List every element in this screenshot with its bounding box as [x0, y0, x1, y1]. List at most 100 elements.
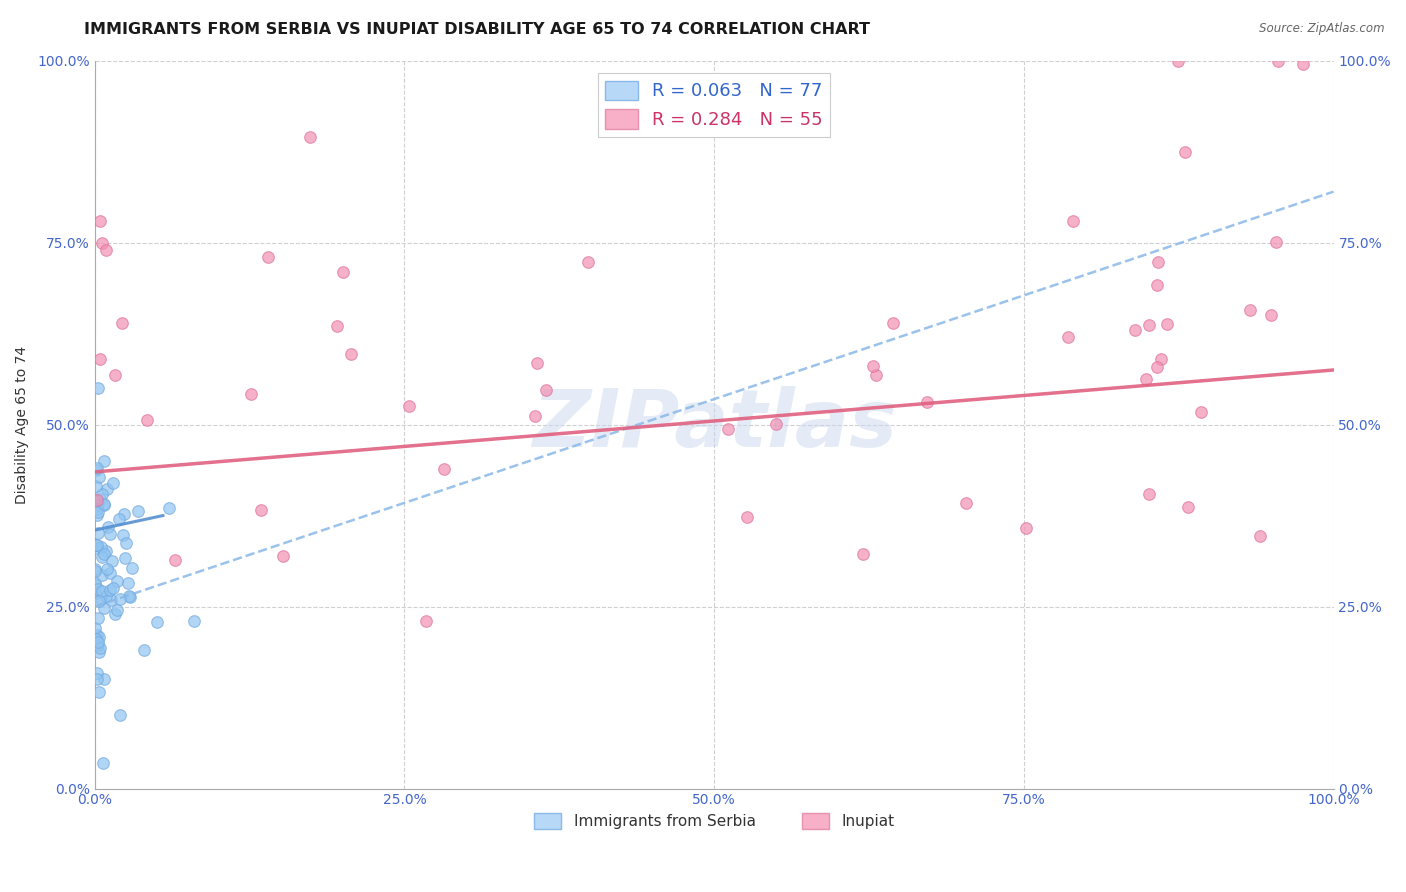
Point — [105, 603, 128, 617]
Point — [87, 611, 110, 625]
Point — [87, 639, 110, 653]
Point — [114, 536, 136, 550]
Point — [1260, 308, 1282, 322]
Text: Source: ZipAtlas.com: Source: ZipAtlas.com — [1260, 22, 1385, 36]
Point — [89, 630, 111, 644]
Point — [765, 417, 787, 432]
Point — [96, 562, 118, 576]
Point — [89, 352, 111, 367]
Point — [89, 491, 111, 506]
Point — [157, 501, 180, 516]
Text: ZIPatlas: ZIPatlas — [531, 385, 897, 464]
Point — [121, 561, 143, 575]
Point — [91, 235, 114, 250]
Point — [1056, 330, 1078, 344]
Point — [98, 566, 121, 581]
Point — [576, 255, 599, 269]
Point — [87, 470, 110, 484]
Point — [249, 503, 271, 517]
Point — [84, 463, 107, 477]
Point — [98, 527, 121, 541]
Point — [98, 583, 121, 598]
Point — [523, 409, 546, 423]
Point — [101, 554, 124, 568]
Point — [93, 547, 115, 561]
Text: IMMIGRANTS FROM SERBIA VS INUPIAT DISABILITY AGE 65 TO 74 CORRELATION CHART: IMMIGRANTS FROM SERBIA VS INUPIAT DISABI… — [84, 22, 870, 37]
Point — [1156, 317, 1178, 331]
Point — [86, 672, 108, 686]
Point — [91, 487, 114, 501]
Point — [111, 316, 134, 330]
Point — [89, 594, 111, 608]
Point — [1149, 352, 1171, 367]
Point — [84, 585, 107, 599]
Point — [1239, 303, 1261, 318]
Point — [105, 574, 128, 588]
Point — [84, 576, 107, 591]
Point — [1249, 529, 1271, 543]
Point — [86, 541, 108, 556]
Point — [1291, 57, 1313, 71]
Point — [1135, 372, 1157, 386]
Point — [398, 399, 420, 413]
Point — [1189, 405, 1212, 419]
Point — [90, 540, 112, 554]
Point — [91, 583, 114, 598]
Point — [97, 520, 120, 534]
Point — [118, 590, 141, 604]
Legend: Immigrants from Serbia, Inupiat: Immigrants from Serbia, Inupiat — [527, 806, 900, 836]
Point — [239, 386, 262, 401]
Point — [103, 581, 125, 595]
Point — [90, 549, 112, 564]
Point — [1147, 254, 1170, 268]
Point — [84, 578, 107, 592]
Point — [86, 498, 108, 512]
Point — [93, 498, 115, 512]
Point — [86, 628, 108, 642]
Point — [96, 243, 118, 257]
Point — [93, 673, 115, 687]
Point — [415, 614, 437, 628]
Point — [87, 526, 110, 541]
Point — [86, 508, 108, 522]
Point — [84, 538, 107, 552]
Point — [326, 318, 349, 333]
Point — [86, 666, 108, 681]
Point — [1015, 521, 1038, 535]
Point — [1123, 323, 1146, 337]
Point — [1167, 54, 1189, 68]
Point — [93, 497, 115, 511]
Point — [1146, 277, 1168, 292]
Point — [1267, 54, 1289, 68]
Point — [145, 615, 167, 629]
Point — [117, 576, 139, 591]
Point — [134, 643, 156, 657]
Point — [135, 412, 157, 426]
Point — [107, 512, 129, 526]
Point — [526, 356, 548, 370]
Point — [101, 475, 124, 490]
Point — [340, 347, 363, 361]
Point — [89, 640, 111, 655]
Point — [271, 549, 294, 564]
Point — [862, 359, 884, 374]
Point — [108, 592, 131, 607]
Point — [183, 614, 205, 628]
Point — [93, 453, 115, 467]
Point — [104, 368, 127, 382]
Point — [1137, 318, 1160, 333]
Point — [882, 316, 904, 330]
Point — [86, 538, 108, 552]
Point — [1146, 359, 1168, 374]
Point — [955, 496, 977, 510]
Point — [89, 645, 111, 659]
Point — [93, 601, 115, 615]
Point — [84, 632, 107, 646]
Point — [87, 381, 110, 395]
Point — [89, 214, 111, 228]
Point — [865, 368, 887, 383]
Point — [87, 582, 110, 596]
Point — [86, 493, 108, 508]
Point — [717, 422, 740, 436]
Point — [84, 565, 107, 579]
